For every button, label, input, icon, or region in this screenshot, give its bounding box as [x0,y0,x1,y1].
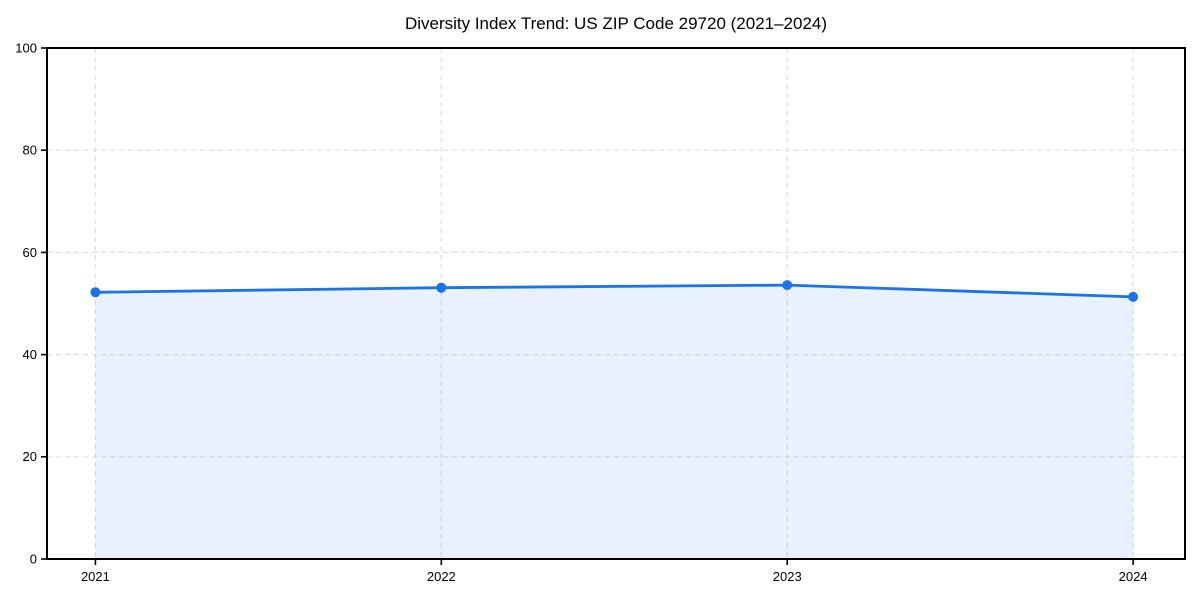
data-point-marker [1128,291,1139,302]
y-tick-label: 20 [23,449,37,464]
x-tick-label: 2024 [1119,569,1148,584]
y-tick-label: 100 [15,40,37,55]
data-points [90,280,1139,302]
x-tick-label: 2021 [81,569,110,584]
trend-line [94,283,1135,299]
data-point-marker [782,280,793,291]
area-fill-path [95,285,1134,559]
axis-ticks [41,47,1134,565]
x-tick-label: 2023 [773,569,802,584]
y-tick-label: 0 [30,551,37,566]
area-fill [95,285,1134,559]
chart-title: Diversity Index Trend: US ZIP Code 29720… [405,14,827,33]
spines [46,47,1186,560]
plot-border [46,47,1186,560]
axis-tick-labels: 0 20 40 60 80 100 2021 2022 2023 2024 [15,40,1147,584]
y-tick-label: 80 [23,143,37,158]
trend-line-path [94,283,1135,299]
x-tick-label: 2022 [427,569,456,584]
y-tick-label: 60 [23,245,37,260]
data-point-marker [90,287,101,298]
data-point-marker [436,282,447,293]
y-tick-label: 40 [23,347,37,362]
